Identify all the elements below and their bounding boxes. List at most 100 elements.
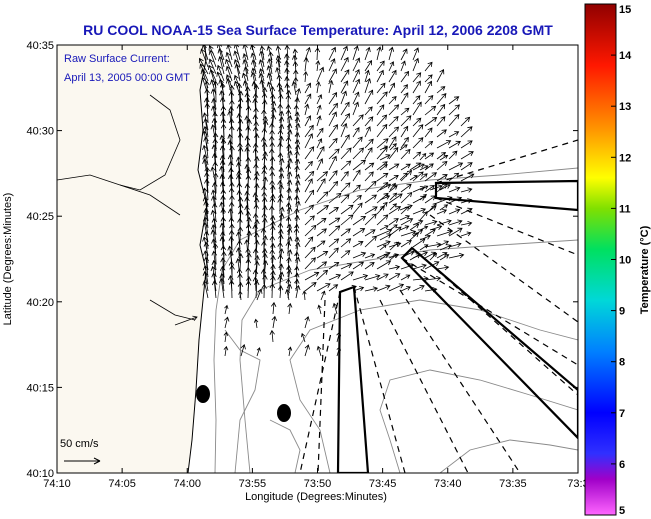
current-vector [379, 194, 391, 201]
current-vector [261, 196, 268, 215]
current-vector [253, 133, 260, 152]
current-vector [219, 159, 226, 180]
current-vector [295, 241, 301, 257]
current-vector [328, 207, 339, 215]
current-vector [287, 302, 293, 315]
current-vector [388, 185, 398, 193]
current-vector [328, 217, 341, 226]
current-vector [460, 221, 473, 227]
current-vector [376, 138, 389, 149]
current-vector [399, 144, 408, 151]
land-area [57, 45, 208, 473]
current-vector [448, 196, 463, 204]
current-vector [253, 280, 260, 299]
current-vector [460, 140, 473, 149]
current-vector [252, 276, 259, 292]
current-vector [285, 278, 292, 292]
current-vector [379, 164, 388, 171]
scale-label: 50 cm/s [60, 438, 99, 450]
current-vector [254, 183, 260, 201]
current-vector [287, 115, 293, 131]
current-vector [388, 163, 400, 171]
current-vector [277, 142, 283, 159]
current-vector [250, 71, 257, 89]
current-vector [439, 244, 452, 251]
current-vector [210, 265, 217, 285]
current-vector [236, 239, 243, 257]
current-vector [240, 344, 246, 357]
current-vector [340, 263, 353, 270]
current-vector [202, 144, 209, 166]
current-vector [328, 79, 334, 94]
current-vector [316, 217, 327, 226]
current-vector [412, 47, 420, 61]
current-vector [352, 184, 361, 193]
current-vector [286, 143, 292, 159]
marker-dot [277, 404, 291, 422]
current-vector [252, 92, 259, 110]
current-vector [328, 192, 342, 204]
current-vector [304, 204, 315, 215]
current-vector [340, 170, 349, 182]
current-vector [429, 202, 437, 211]
current-vector [316, 171, 329, 182]
current-vector [389, 143, 397, 151]
x-axis: 74:10 74:05 74:00 73:55 73:50 73:45 73:40 73:35… [43, 45, 589, 490]
current-vector [225, 74, 233, 89]
current-vector [233, 45, 241, 61]
current-vector [208, 58, 217, 75]
current-vector [448, 219, 463, 226]
current-vector [236, 247, 242, 264]
colorbar: 15 14 13 12 11 10 9 8 7 6 5 Temperature (°C) [584, 3, 651, 517]
current-vector [400, 70, 410, 83]
current-vector [419, 244, 429, 251]
current-vector [304, 46, 311, 61]
current-vector [245, 142, 251, 159]
current-vector [294, 194, 300, 208]
current-vector [379, 225, 389, 231]
current-vector [340, 90, 348, 105]
current-vector [260, 268, 267, 285]
current-vector [328, 238, 340, 248]
current-vector [266, 65, 273, 82]
current-vector [266, 81, 273, 96]
current-vector [269, 205, 275, 222]
current-vector [204, 178, 210, 201]
current-vector [352, 91, 360, 105]
current-vector [252, 248, 259, 264]
current-vector [364, 59, 373, 72]
current-vector [364, 126, 371, 138]
current-vector [412, 57, 420, 72]
x-tick-label: 73:45 [369, 478, 397, 490]
current-vector [448, 227, 463, 237]
current-vector [270, 254, 276, 271]
current-vector [424, 61, 433, 72]
current-vector [220, 216, 227, 236]
current-vector [340, 113, 350, 127]
current-vector [436, 160, 448, 171]
current-vector [376, 146, 388, 160]
current-vector [304, 124, 314, 138]
current-vector [304, 344, 310, 357]
current-vector [316, 228, 327, 237]
current-vector [304, 115, 312, 127]
current-vector [400, 125, 409, 138]
current-vector [253, 318, 259, 329]
current-vector [220, 188, 227, 208]
current-vector [287, 249, 293, 264]
current-vector [202, 265, 209, 285]
current-vector [295, 284, 301, 299]
current-vector [388, 126, 400, 138]
current-vector [285, 240, 292, 257]
current-vector [225, 51, 233, 68]
current-vector [424, 261, 440, 270]
current-vector [328, 137, 338, 149]
current-vector [294, 207, 300, 222]
current-vector [204, 166, 210, 187]
current-vector [256, 347, 261, 357]
current-vector [250, 52, 257, 68]
current-vector [379, 201, 388, 211]
colorbar-ticks: 15 14 13 12 11 10 9 8 7 6 5 [611, 3, 632, 517]
current-vector [202, 270, 209, 292]
current-vector [460, 187, 473, 193]
